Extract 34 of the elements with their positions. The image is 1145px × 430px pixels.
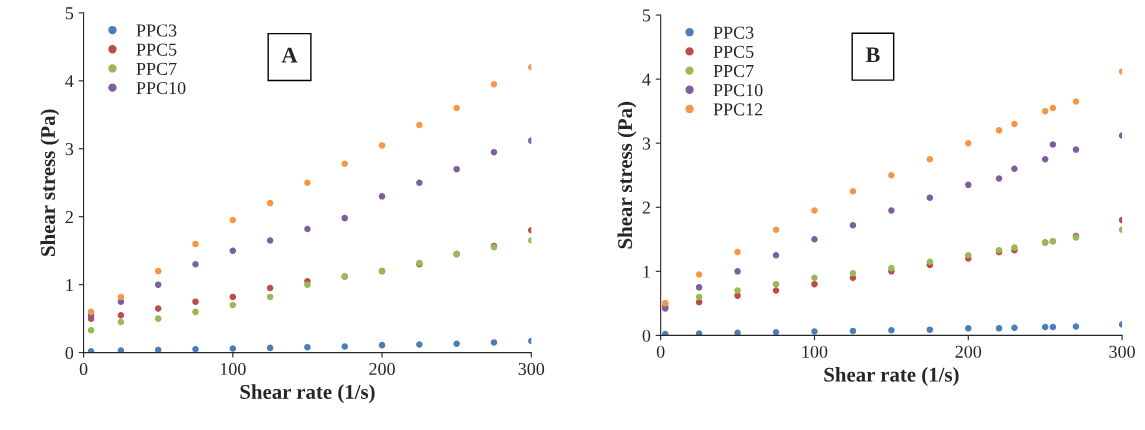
- x-tick-label: 100: [802, 345, 828, 358]
- x-tick-label: 0: [656, 345, 665, 358]
- annotation: B: [865, 47, 880, 63]
- y-tick-label: 5: [642, 9, 651, 22]
- y-tick-label: 1: [66, 279, 73, 291]
- legend-label: PPC7: [136, 62, 177, 75]
- y-tick-label: 5: [65, 7, 74, 20]
- y-tick-label: 2: [65, 211, 73, 223]
- y-axis-title: Shear stress (Pa): [40, 109, 60, 256]
- y-tick-label: 1: [643, 265, 650, 278]
- y-tick-label: 4: [65, 75, 74, 88]
- x-tick-label: 200: [369, 362, 395, 376]
- annotation: A: [281, 47, 298, 63]
- y-tick-label: 4: [642, 73, 651, 86]
- x-axis-title: Shear rate (1/s): [240, 384, 375, 404]
- legend-label: PPC3: [713, 26, 754, 39]
- legend-label: PPC10: [713, 84, 763, 97]
- legend-label: PPC3: [136, 24, 177, 37]
- legend-label: PPC5: [713, 45, 754, 58]
- x-tick-label: 0: [79, 362, 88, 376]
- y-tick-label: 2: [642, 201, 650, 214]
- y-axis-title: Shear stress (Pa): [617, 101, 637, 249]
- legend-label: PPC7: [713, 64, 754, 78]
- x-tick-label: 300: [518, 362, 545, 376]
- y-tick-label: 3: [65, 143, 74, 156]
- legend-label: PPC10: [136, 81, 186, 95]
- x-tick-label: 200: [955, 345, 982, 358]
- x-tick-label: 100: [220, 362, 246, 376]
- y-tick-label: 3: [642, 137, 651, 150]
- x-axis-title: Shear rate (1/s): [824, 367, 959, 386]
- legend-label: PPC12: [713, 103, 763, 116]
- y-tick-label: 0: [642, 329, 651, 342]
- legend-label: PPC5: [136, 43, 177, 56]
- x-tick-label: 300: [1109, 345, 1135, 358]
